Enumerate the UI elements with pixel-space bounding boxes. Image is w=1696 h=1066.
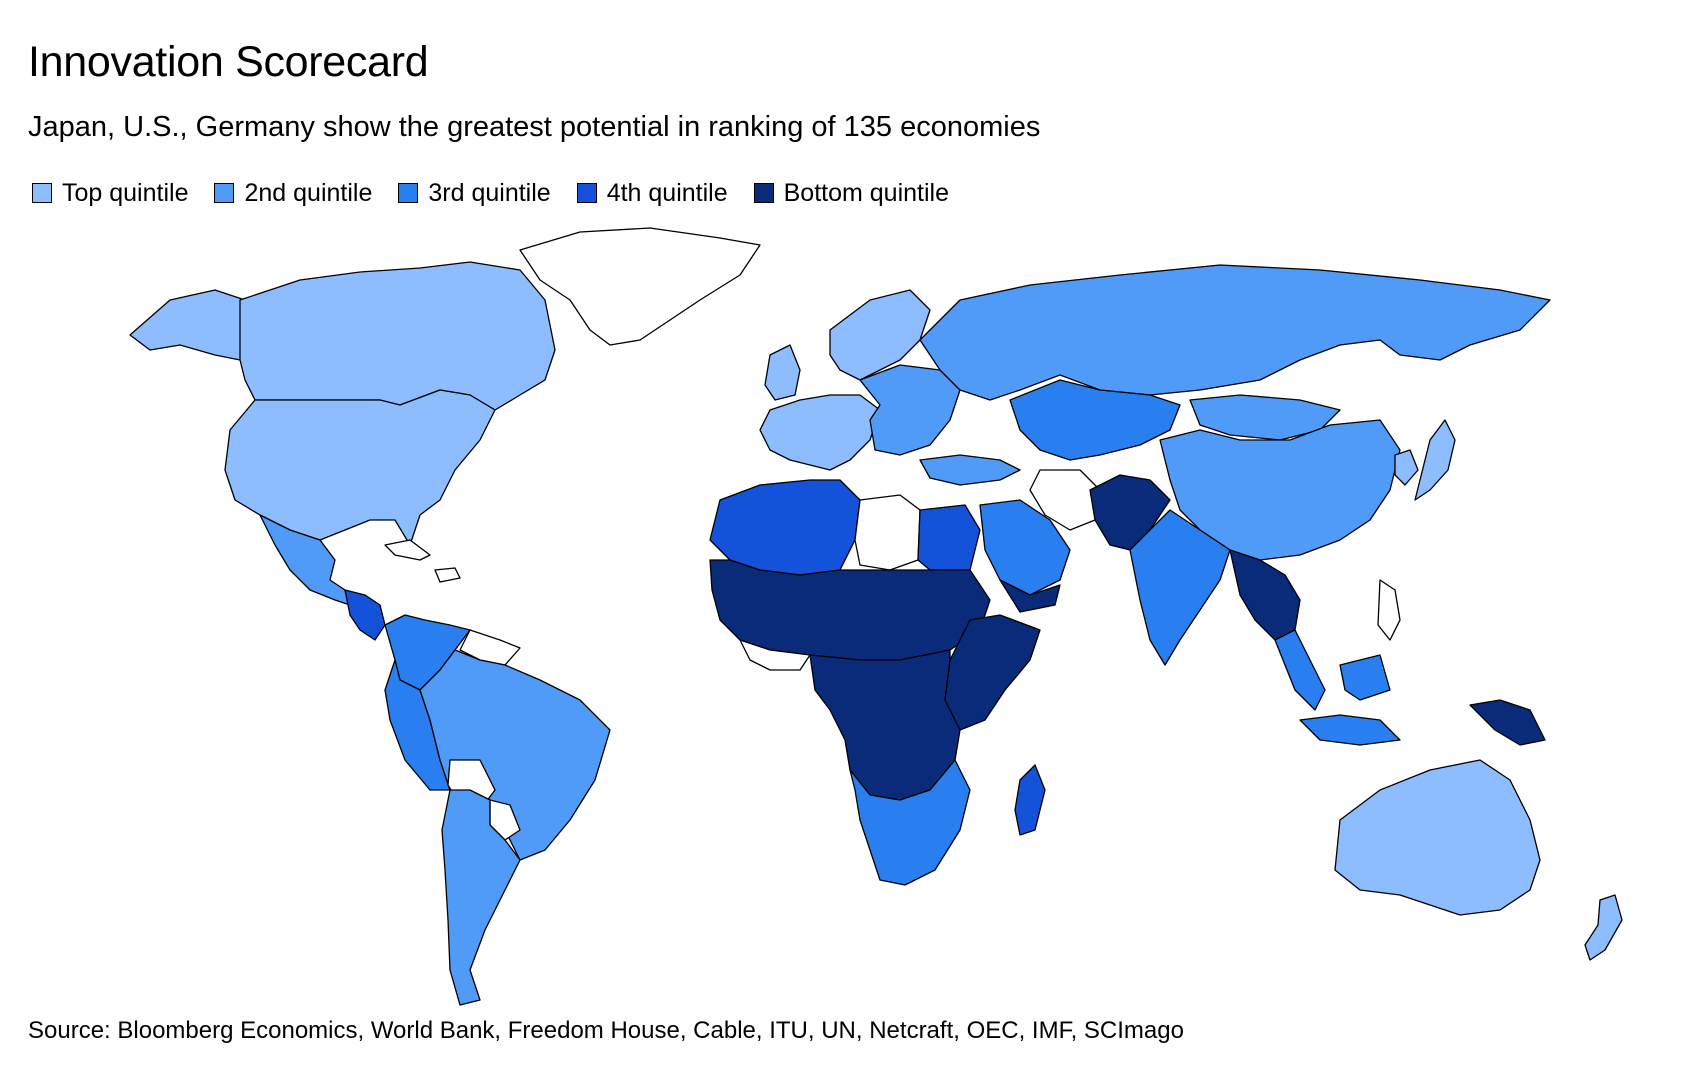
source-note: Source: Bloomberg Economics, World Bank,… <box>28 1017 1184 1044</box>
legend-item-3rd: 3rd quintile <box>398 178 551 208</box>
indonesia <box>1299 654 1401 746</box>
brazil <box>419 649 611 861</box>
iran <box>1029 469 1101 531</box>
legend-label-2nd: 2nd quintile <box>244 179 373 207</box>
australia <box>1334 759 1541 916</box>
papua <box>1469 699 1546 746</box>
egypt <box>917 504 981 571</box>
southeast-asia <box>1274 629 1326 711</box>
chart-title: Innovation Scorecard <box>28 38 429 86</box>
turkey <box>919 454 1021 486</box>
saudi-arabia <box>979 499 1071 596</box>
china <box>1159 419 1401 561</box>
legend-item-4th: 4th quintile <box>576 178 728 208</box>
legend-label-top: Top quintile <box>62 179 189 207</box>
caribbean <box>384 539 431 561</box>
legend-swatch-bottom <box>753 183 774 203</box>
legend-item-top: Top quintile <box>32 178 188 208</box>
scandinavia <box>829 289 931 381</box>
legend-swatch-4th <box>576 183 597 203</box>
alaska <box>129 289 246 361</box>
central-america <box>344 589 386 641</box>
korea <box>1394 449 1419 486</box>
canada <box>239 261 556 411</box>
new-zealand <box>1584 894 1623 961</box>
libya <box>854 494 921 571</box>
legend-label-bottom: Bottom quintile <box>783 179 949 207</box>
chart-subtitle: Japan, U.S., Germany show the greatest p… <box>28 111 1041 143</box>
legend-swatch-top <box>32 183 52 203</box>
japan <box>1414 419 1456 501</box>
east-africa <box>944 614 1041 731</box>
uk-ireland <box>764 344 801 401</box>
eastern-europe <box>859 364 961 456</box>
north-africa-west <box>709 479 861 576</box>
legend-item-bottom: Bottom quintile <box>753 178 949 208</box>
haiti-dr <box>434 567 461 583</box>
legend: Top quintile 2nd quintile 3rd quintile 4… <box>32 176 975 210</box>
legend-label-4th: 4th quintile <box>606 179 728 207</box>
argentina-chile <box>441 789 521 1006</box>
west-africa-coast <box>739 639 811 671</box>
india <box>1129 509 1231 666</box>
philippines <box>1377 579 1401 641</box>
europe-west <box>759 394 881 471</box>
russia <box>919 264 1551 401</box>
madagascar <box>1014 764 1046 836</box>
kazakhstan-central-asia <box>1009 379 1181 461</box>
legend-item-2nd: 2nd quintile <box>214 178 372 208</box>
myanmar-indochina <box>1229 549 1301 641</box>
world-map <box>129 227 1623 1006</box>
greenland <box>519 227 761 346</box>
southern-africa <box>849 759 971 886</box>
legend-swatch-2nd <box>214 183 235 203</box>
yemen <box>999 579 1061 613</box>
legend-label-3rd: 3rd quintile <box>428 179 551 207</box>
central-africa <box>809 649 961 801</box>
legend-swatch-3rd <box>398 183 419 203</box>
